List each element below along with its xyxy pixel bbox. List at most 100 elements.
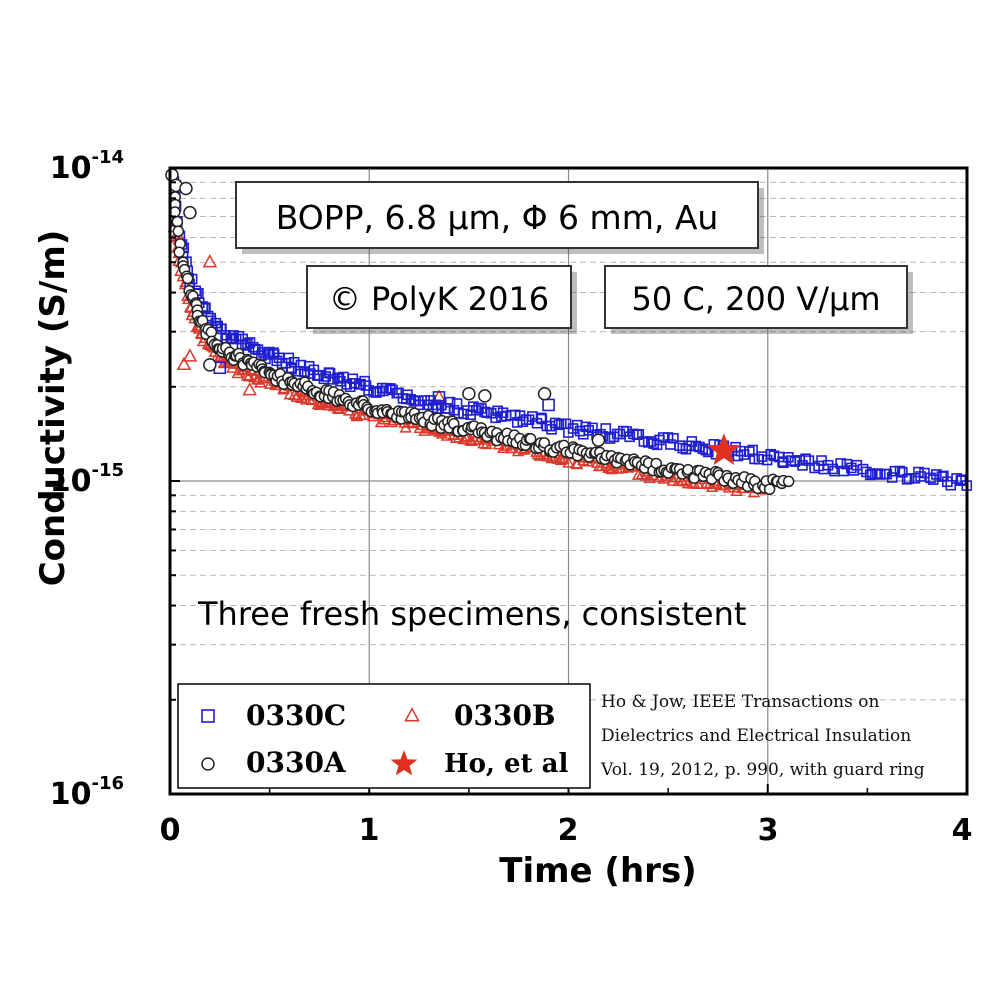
citation-line-1: Ho & Jow, IEEE Transactions on — [601, 692, 879, 712]
x-tick-label-3: 3 — [758, 813, 779, 848]
point-0330b — [350, 409, 364, 422]
x-tick-label-4: 4 — [952, 813, 973, 848]
point-ho-et-al — [707, 433, 741, 465]
point-0330c — [835, 458, 846, 469]
point-0330c — [881, 468, 893, 480]
point-0330c — [553, 419, 565, 431]
point-0330c — [220, 329, 231, 341]
material-text: BOPP, 6.8 μm, Φ 6 mm, Au — [276, 198, 719, 237]
legend: 0330C 0330B 0330A Ho, et al — [177, 683, 591, 789]
x-tick-label-1: 1 — [359, 813, 380, 848]
x-tick-label-0: 0 — [160, 813, 181, 848]
citation-line-3: Vol. 19, 2012, p. 990, with guard ring — [600, 760, 925, 780]
point-0330a — [205, 326, 218, 338]
legend-marker-0330c — [201, 709, 215, 723]
point-0330c — [648, 438, 659, 449]
point-0330a — [181, 272, 194, 285]
outlier-0330a — [591, 433, 606, 447]
point-0330a — [171, 215, 184, 228]
legend-marker-ho-et-al — [390, 749, 418, 776]
point-0330b — [413, 421, 426, 433]
y-tick-label-0: 10-16 — [50, 773, 124, 812]
data-layer — [165, 168, 973, 498]
point-0330c — [405, 394, 417, 405]
point-0330c — [341, 379, 353, 390]
copyright-text: © PolyK 2016 — [329, 280, 549, 318]
outlier-0330b — [242, 382, 258, 396]
point-0330c — [600, 423, 612, 434]
outlier-0330a — [478, 389, 492, 403]
point-0330c — [662, 432, 674, 443]
legend-marker-0330a — [201, 757, 215, 771]
point-0330b — [497, 441, 510, 453]
point-0330c — [230, 333, 242, 345]
point-0330c — [827, 463, 838, 475]
outlier-0330a — [203, 358, 217, 372]
point-0330b — [551, 452, 564, 464]
point-0330c — [668, 432, 679, 444]
point-0330b — [705, 480, 719, 493]
point-0330c — [677, 442, 688, 454]
point-0330b — [643, 471, 656, 484]
point-0330c — [252, 344, 264, 355]
outlier-0330c — [542, 398, 555, 412]
point-0330c — [292, 365, 304, 377]
point-0330b — [666, 474, 680, 486]
material-annotation: BOPP, 6.8 μm, Φ 6 mm, Au — [235, 181, 764, 254]
y-tick-label-1: 10-15 — [50, 460, 124, 499]
point-0330c — [608, 431, 620, 443]
outlier-0330b — [176, 356, 192, 371]
point-0330c — [800, 453, 811, 465]
series-ho-et-al — [707, 433, 741, 465]
outlier-0330a — [462, 387, 476, 401]
outlier-0330a — [183, 205, 197, 220]
legend-label-0330c: 0330C — [246, 699, 346, 732]
point-0330a — [782, 475, 795, 488]
point-0330c — [242, 338, 253, 349]
copyright-annotation: © PolyK 2016 — [306, 265, 577, 334]
point-0330c — [886, 472, 898, 483]
point-0330b — [533, 449, 547, 461]
outlier-0330c — [432, 391, 446, 404]
x-tick-label-2: 2 — [558, 813, 579, 848]
citation: Ho & Jow, IEEE Transactions on Dielectri… — [600, 692, 925, 780]
point-0330c — [523, 414, 535, 426]
point-0330c — [497, 407, 509, 419]
y-tick-labels: 10-16 10-15 10-14 — [50, 147, 124, 812]
point-0330c — [580, 421, 592, 433]
legend-label-0330a: 0330A — [246, 746, 347, 779]
point-0330c — [838, 465, 849, 477]
point-0330c — [621, 426, 632, 437]
point-0330a — [763, 483, 776, 496]
outlier-0330a — [537, 387, 552, 401]
point-0330a — [173, 246, 185, 259]
y-axis-title: Conductivity (S/m) — [33, 230, 73, 587]
conditions-text: 50 C, 200 V/μm — [631, 280, 880, 318]
point-0330c — [803, 455, 815, 466]
point-0330b — [679, 475, 692, 487]
point-0330a — [172, 225, 185, 238]
legend-label-ho-et-al: Ho, et al — [444, 749, 568, 779]
point-0330c — [903, 473, 915, 484]
note-text: Three fresh specimens, consistent — [197, 595, 746, 633]
point-0330c — [945, 479, 957, 491]
legend-markers — [201, 707, 420, 776]
outlier-0330a — [179, 181, 193, 196]
point-0330c — [864, 469, 876, 481]
point-0330b — [315, 396, 329, 408]
point-0330c — [925, 472, 936, 484]
point-0330c — [697, 443, 709, 455]
point-0330b — [554, 453, 568, 465]
outlier-0330b — [202, 254, 218, 268]
point-0330a — [524, 433, 537, 445]
point-0330c — [931, 469, 942, 480]
point-0330c — [680, 443, 692, 455]
legend-label-0330b: 0330B — [454, 699, 556, 732]
point-0330b — [562, 456, 575, 468]
point-0330c — [703, 446, 714, 458]
x-tick-labels: 0 1 2 3 4 — [160, 813, 973, 848]
legend-marker-0330b — [404, 707, 420, 722]
citation-line-2: Dielectrics and Electrical Insulation — [601, 726, 911, 746]
x-axis-title: Time (hrs) — [499, 851, 696, 891]
point-0330b — [457, 432, 470, 445]
